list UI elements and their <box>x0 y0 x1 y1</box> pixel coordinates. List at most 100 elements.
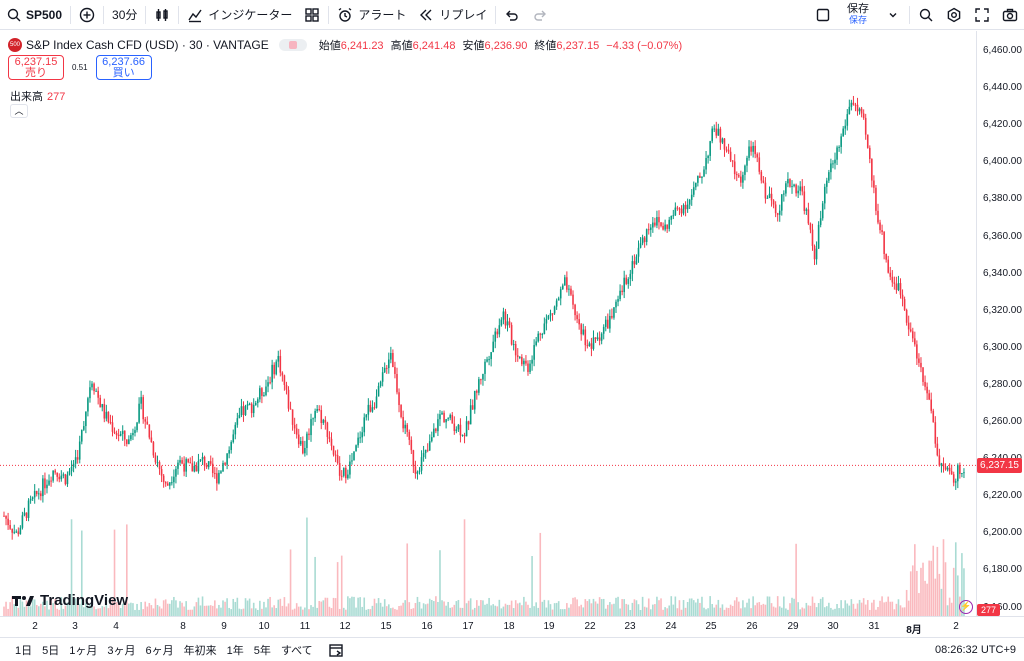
chevron-down-icon <box>885 7 901 23</box>
time-tick: 31 <box>868 621 880 632</box>
settings-button[interactable] <box>940 0 968 30</box>
volume-bar <box>950 602 953 616</box>
volume-bar <box>193 606 196 616</box>
goto-date-icon[interactable] <box>328 642 344 658</box>
interval-button[interactable]: 30分 <box>112 8 138 22</box>
volume-bar <box>623 599 625 616</box>
volume-bar <box>547 600 550 616</box>
redo-button[interactable] <box>526 0 554 30</box>
candle-body <box>371 407 374 412</box>
sell-label: 売り <box>25 67 47 79</box>
range-button[interactable]: 年初来 <box>183 644 217 657</box>
sell-button[interactable]: 6,237.15 売り <box>8 55 64 80</box>
candle-body <box>660 222 662 226</box>
candle-body <box>946 467 949 470</box>
volume-bar <box>607 604 609 616</box>
volume-bar <box>813 602 816 616</box>
save-menu-button[interactable] <box>879 0 907 30</box>
candle-body <box>557 298 560 301</box>
price-axis[interactable]: 6,460.00 6,440.00 6,420.00 6,400.00 6,380.00… <box>976 31 1024 616</box>
candle-body <box>148 424 151 438</box>
range-button[interactable]: すべて <box>280 644 313 657</box>
indicators-button[interactable]: インジケーター <box>181 0 298 30</box>
candle-body <box>152 442 155 456</box>
range-button[interactable]: 1年 <box>226 644 244 657</box>
candle-body <box>267 382 269 387</box>
candle-body <box>377 385 380 397</box>
candle-body <box>852 102 855 105</box>
candle-body <box>525 360 527 364</box>
collapse-legend-button[interactable]: ︿ <box>10 104 28 118</box>
range-button[interactable]: 6ヶ月 <box>145 644 174 657</box>
volume-bar <box>832 609 834 616</box>
save-button[interactable]: 保存 保存 <box>837 4 879 26</box>
quick-search-button[interactable] <box>912 0 940 30</box>
range-button[interactable]: 5年 <box>253 644 271 657</box>
buy-button[interactable]: 6,237.66 買い <box>95 55 152 80</box>
volume-bar <box>130 602 132 616</box>
compare-button[interactable] <box>73 0 101 30</box>
volume-bar <box>533 606 535 616</box>
snapshot-button[interactable] <box>996 0 1024 30</box>
volume-bar <box>392 607 394 616</box>
volume-bar <box>586 601 589 616</box>
candle-body <box>15 531 18 533</box>
legend-title[interactable]: S&P Index Cash CFD (USD) · 30 · VANTAGE <box>26 38 269 52</box>
candle-body <box>357 437 359 446</box>
candle-body <box>91 383 93 388</box>
undo-button[interactable] <box>498 0 526 30</box>
volume-bar <box>805 602 808 616</box>
volume-bar <box>559 609 562 616</box>
candle-body <box>459 424 462 436</box>
volume-bar <box>926 583 928 616</box>
volume-bar <box>609 602 611 616</box>
volume-bar <box>740 608 742 616</box>
layouts-button[interactable] <box>298 0 326 30</box>
candle-body <box>838 146 840 148</box>
time-axis[interactable]: 2 3 4 8 9 10 11 12 15 16 17 18 19 22 23 24 25 26 29 30 31 8月 2 <box>0 616 1024 636</box>
volume-bar <box>791 597 793 616</box>
separator <box>495 5 497 24</box>
volume-bar <box>97 608 99 616</box>
chart-canvas[interactable] <box>0 31 976 616</box>
gear-icon <box>946 7 962 23</box>
price-chart[interactable] <box>0 31 976 616</box>
candle-body <box>594 337 597 339</box>
candle-body <box>56 472 59 477</box>
layout-select-button[interactable] <box>809 0 837 30</box>
visibility-toggle[interactable] <box>278 39 307 51</box>
candle-body <box>252 404 255 414</box>
volume-legend[interactable]: 出来高 277 <box>10 88 65 104</box>
time-tick: 10 <box>258 621 270 632</box>
clock[interactable]: 08:26:32 UTC+9 <box>934 644 1016 656</box>
candle-body <box>199 459 202 461</box>
range-button[interactable]: 5日 <box>42 644 60 657</box>
volume-bar <box>799 609 802 616</box>
candle-body <box>633 261 636 265</box>
candle-body <box>598 337 601 341</box>
range-button[interactable]: 3ヶ月 <box>107 644 136 657</box>
volume-bar <box>103 606 106 616</box>
volume-bar <box>351 596 353 616</box>
volume-bar <box>404 600 406 616</box>
tradingview-logo[interactable]: TradingView <box>12 592 128 609</box>
candle-body <box>488 359 490 361</box>
lightning-icon[interactable]: ⚡ <box>959 600 973 614</box>
volume-bar <box>430 599 433 616</box>
volume-bar <box>109 605 112 616</box>
range-button[interactable]: 1ヶ月 <box>69 644 98 657</box>
time-tick: 15 <box>380 621 392 632</box>
fullscreen-button[interactable] <box>968 0 996 30</box>
chart-type-button[interactable] <box>148 0 176 30</box>
candle-body <box>611 315 613 318</box>
candle-body <box>158 462 161 470</box>
candle-body <box>179 460 181 463</box>
replay-button[interactable]: リプレイ <box>412 0 493 30</box>
volume-bar <box>564 609 566 616</box>
volume-bar <box>903 607 906 616</box>
candle-body <box>746 157 748 166</box>
range-button[interactable]: 1日 <box>15 644 33 657</box>
alert-button[interactable]: アラート <box>331 0 412 30</box>
candle-body <box>394 367 396 374</box>
symbol-search[interactable]: SP500 <box>0 0 68 30</box>
